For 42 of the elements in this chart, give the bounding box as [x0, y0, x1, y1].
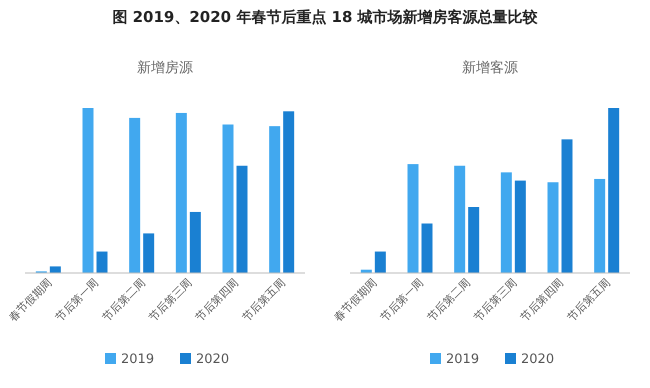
caption: 图 2019、2020 年春节后重点 18 城市场新增房客源总量比较 [112, 8, 539, 26]
x-tick-label: 节后第二周 [100, 276, 148, 324]
bar [82, 108, 94, 273]
bar [236, 166, 248, 273]
bar [468, 207, 480, 273]
legend-label: 2020 [196, 352, 230, 367]
x-tick-label: 节后第三周 [471, 276, 520, 324]
x-tick-label: 节后第一周 [53, 276, 102, 324]
x-tick-label: 节后第二周 [424, 276, 473, 324]
x-tick-label: 节后第四周 [518, 276, 566, 324]
x-tick-label: 春节假期周 [331, 276, 380, 324]
bar [269, 126, 280, 273]
chart-title: 新增房源 [137, 60, 193, 76]
bar [222, 124, 234, 273]
bar [96, 252, 108, 273]
bar [129, 118, 140, 273]
bar [176, 112, 187, 273]
bar [360, 270, 372, 273]
bar [408, 164, 418, 273]
bar [50, 266, 61, 273]
bar [562, 139, 572, 273]
bar [548, 182, 558, 273]
x-tick-label: 节后第三周 [146, 276, 194, 324]
bar [454, 166, 466, 273]
x-tick-label: 节后第四周 [193, 276, 242, 324]
x-tick-label: 春节假期周 [6, 276, 54, 324]
legend-label: 2019 [121, 352, 154, 367]
bar [594, 178, 606, 273]
bar [514, 180, 526, 273]
legend-label: 2020 [521, 352, 554, 367]
x-tick-label: 节后第五周 [240, 276, 288, 324]
x-tick-label: 节后第五周 [564, 276, 613, 324]
x-tick-label: 节后第一周 [378, 276, 426, 324]
bar [190, 212, 201, 273]
bar [283, 111, 294, 273]
bar [143, 233, 154, 273]
bar [422, 224, 432, 273]
chart-title: 新增客源 [462, 60, 518, 76]
legend-label: 2019 [446, 352, 480, 367]
bar [608, 108, 620, 273]
bar [500, 172, 512, 273]
bar [374, 252, 386, 273]
